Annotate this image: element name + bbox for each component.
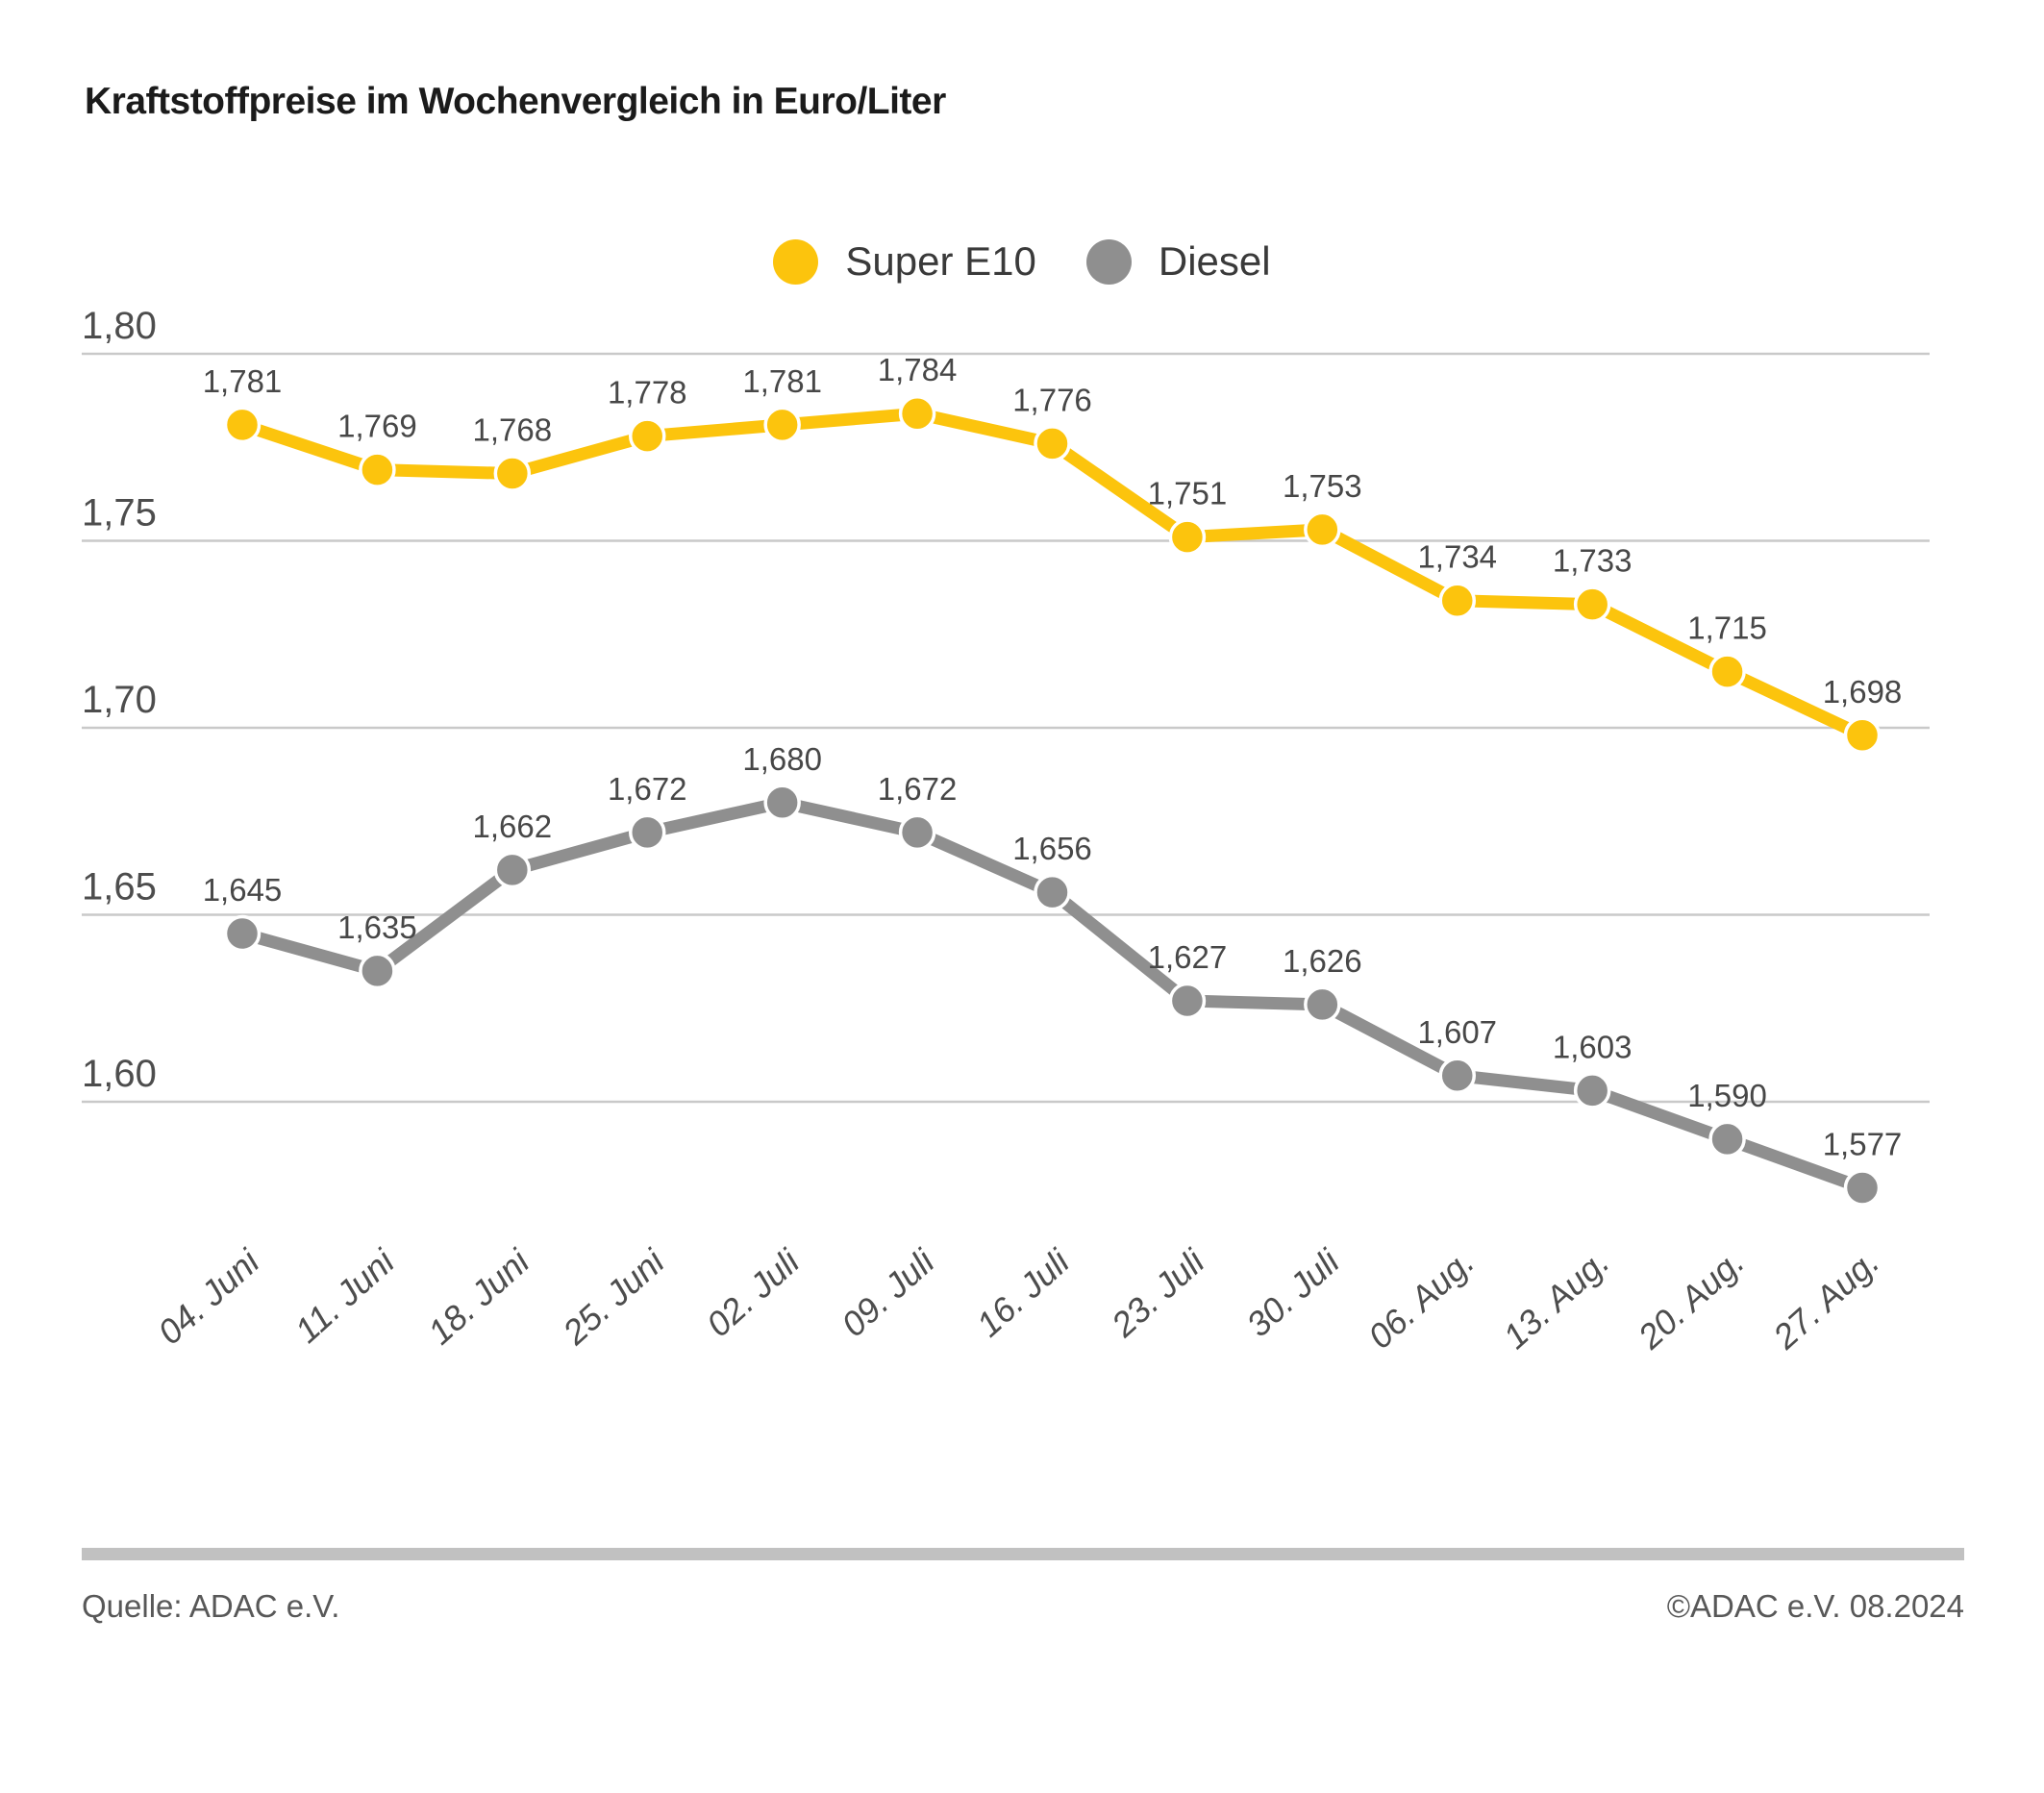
data-point-label: 1,672 (608, 771, 687, 807)
data-point-label: 1,635 (337, 909, 417, 945)
data-point-label: 1,627 (1148, 939, 1228, 975)
data-point-label: 1,781 (203, 363, 283, 399)
legend-dot-super-e10-icon (773, 238, 819, 285)
data-point-label: 1,733 (1553, 543, 1633, 579)
data-point-label: 1,626 (1283, 943, 1362, 979)
legend-dot-diesel-icon (1085, 238, 1132, 285)
x-axis-label: 16. Juli (969, 1241, 1078, 1344)
data-point (1168, 982, 1207, 1020)
data-point (629, 417, 666, 455)
data-point-label: 1,656 (1012, 831, 1092, 866)
data-point (1573, 1072, 1611, 1109)
legend-label-super-e10: Super E10 (845, 238, 1036, 284)
y-axis-label: 1,80 (82, 305, 157, 347)
y-axis-label: 1,75 (82, 492, 157, 535)
data-point (1034, 873, 1071, 911)
chart-title: Kraftstoffpreise im Wochenvergleich in E… (85, 81, 946, 122)
data-point (763, 784, 801, 822)
data-point-label: 1,607 (1417, 1014, 1497, 1050)
data-point (1708, 653, 1746, 690)
y-axis-label: 1,65 (82, 866, 157, 909)
x-axis-label: 27. Aug. (1765, 1241, 1887, 1357)
data-point (1304, 985, 1341, 1024)
footer-divider (82, 1548, 1964, 1560)
legend-item-super-e10: Super E10 (773, 238, 1036, 285)
data-point-label: 1,769 (337, 409, 417, 444)
data-point-label: 1,698 (1823, 674, 1903, 710)
data-point-label: 1,776 (1012, 382, 1092, 417)
x-axis-label: 25. Juni (555, 1241, 673, 1353)
x-axis-label: 20. Aug. (1630, 1241, 1752, 1357)
x-axis-label: 06. Aug. (1360, 1241, 1482, 1356)
x-axis-label: 23. Juli (1103, 1241, 1212, 1345)
data-point-label: 1,784 (878, 352, 958, 387)
data-point (1843, 1169, 1882, 1207)
legend-item-diesel: Diesel (1085, 238, 1271, 285)
data-point-label: 1,781 (742, 363, 822, 399)
data-point (1438, 582, 1477, 619)
x-axis-label: 04. Juni (150, 1241, 267, 1353)
y-axis-label: 1,70 (82, 679, 157, 721)
data-point-label: 1,577 (1823, 1126, 1903, 1161)
data-point (223, 914, 262, 953)
x-axis-label: 02. Juli (699, 1241, 808, 1344)
data-point (898, 394, 936, 433)
data-point-label: 1,590 (1687, 1078, 1767, 1113)
y-axis-label: 1,60 (82, 1053, 157, 1095)
copyright-label: ©ADAC e.V. 08.2024 (1666, 1588, 1964, 1624)
data-point-label: 1,662 (473, 809, 553, 844)
x-axis-label: 11. Juni (287, 1241, 403, 1351)
data-point (359, 451, 396, 488)
x-axis-label: 18. Juni (420, 1241, 537, 1353)
data-point (763, 406, 801, 444)
data-point-label: 1,672 (878, 771, 958, 807)
data-point (1843, 716, 1882, 755)
data-point-label: 1,751 (1148, 476, 1228, 511)
data-point (493, 851, 532, 889)
data-point (493, 455, 532, 492)
data-point-label: 1,680 (742, 741, 822, 777)
data-point (629, 813, 666, 852)
source-label: Quelle: ADAC e.V. (82, 1588, 340, 1624)
data-point (1708, 1120, 1746, 1158)
data-point-label: 1,768 (473, 411, 553, 447)
legend: Super E10 Diesel (0, 238, 2044, 285)
data-point-label: 1,603 (1553, 1029, 1633, 1064)
data-point (1438, 1057, 1477, 1095)
data-point (359, 952, 396, 990)
data-point (898, 813, 936, 852)
x-axis-label: 09. Juli (834, 1241, 942, 1344)
data-point-label: 1,645 (203, 872, 283, 908)
data-point (1304, 511, 1341, 549)
x-axis-label: 13. Aug. (1495, 1241, 1616, 1356)
data-point-label: 1,778 (608, 375, 687, 411)
data-point-label: 1,753 (1283, 468, 1362, 504)
data-point-label: 1,715 (1687, 610, 1767, 646)
data-point (1034, 425, 1071, 462)
data-point (223, 406, 262, 444)
data-point-label: 1,734 (1417, 539, 1497, 575)
data-point (1168, 518, 1207, 556)
legend-label-diesel: Diesel (1158, 238, 1271, 284)
x-axis-label: 30. Juli (1238, 1241, 1347, 1344)
data-point (1573, 585, 1611, 623)
